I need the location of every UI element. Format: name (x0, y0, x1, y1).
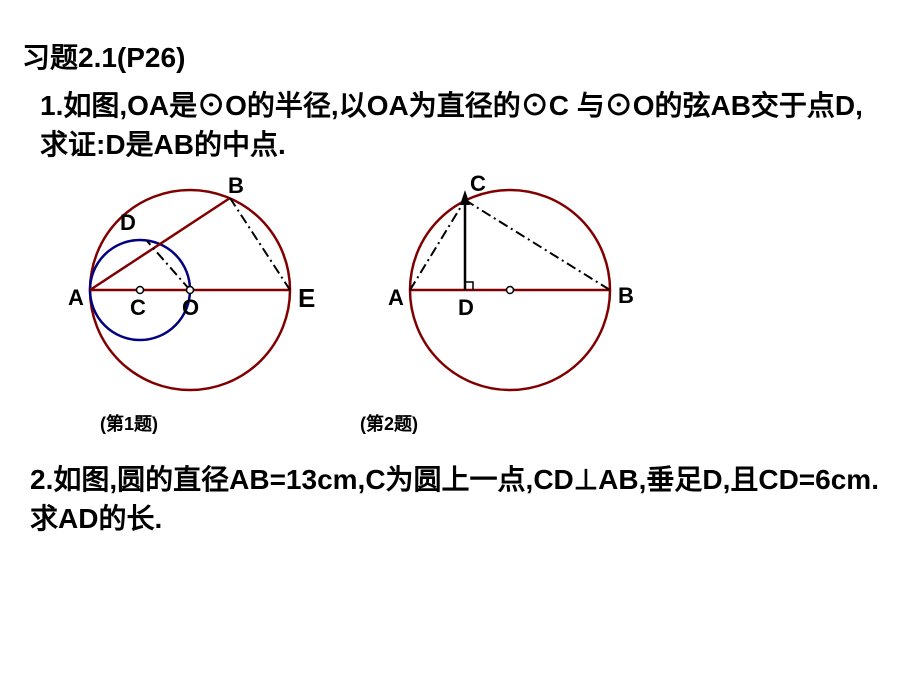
problem-1-text: 1.如图,OA是⊙O的半径,以OA为直径的⊙C 与⊙O的弦AB交于点D,求证:D… (40, 86, 880, 164)
diagram2-label-D: D (458, 295, 474, 320)
page-title: 习题2.1(P26) (22, 36, 185, 76)
diagram2-line-CB (465, 200, 610, 290)
diagram2-line-AC (410, 200, 465, 290)
diagram-2: A B C D (360, 175, 650, 405)
diagram1-line-BE (230, 198, 290, 290)
diagram1-label-D: D (120, 210, 136, 235)
diagram2-label-B: B (618, 283, 634, 308)
diagram1-label-C: C (130, 295, 146, 320)
problem-2-text: 2.如图,圆的直径AB=13cm,C为圆上一点,CD⊥AB,垂足D,且CD=6c… (30, 460, 890, 538)
diagram1-label-B: B (228, 175, 244, 198)
diagram-1: A E B D C O (40, 175, 330, 405)
diagram1-caption: (第1题) (100, 410, 158, 436)
diagram2-label-A: A (388, 285, 404, 310)
diagram1-center-C (137, 287, 144, 294)
diagram2-caption: (第2题) (360, 410, 418, 436)
diagram1-label-O: O (182, 295, 199, 320)
diagram2-label-C: C (470, 175, 486, 196)
diagram1-label-E: E (298, 283, 315, 313)
diagram1-label-A: A (68, 285, 84, 310)
diagram2-center-O (507, 287, 514, 294)
diagram1-line-AB (90, 198, 230, 290)
diagram1-center-O (187, 287, 194, 294)
